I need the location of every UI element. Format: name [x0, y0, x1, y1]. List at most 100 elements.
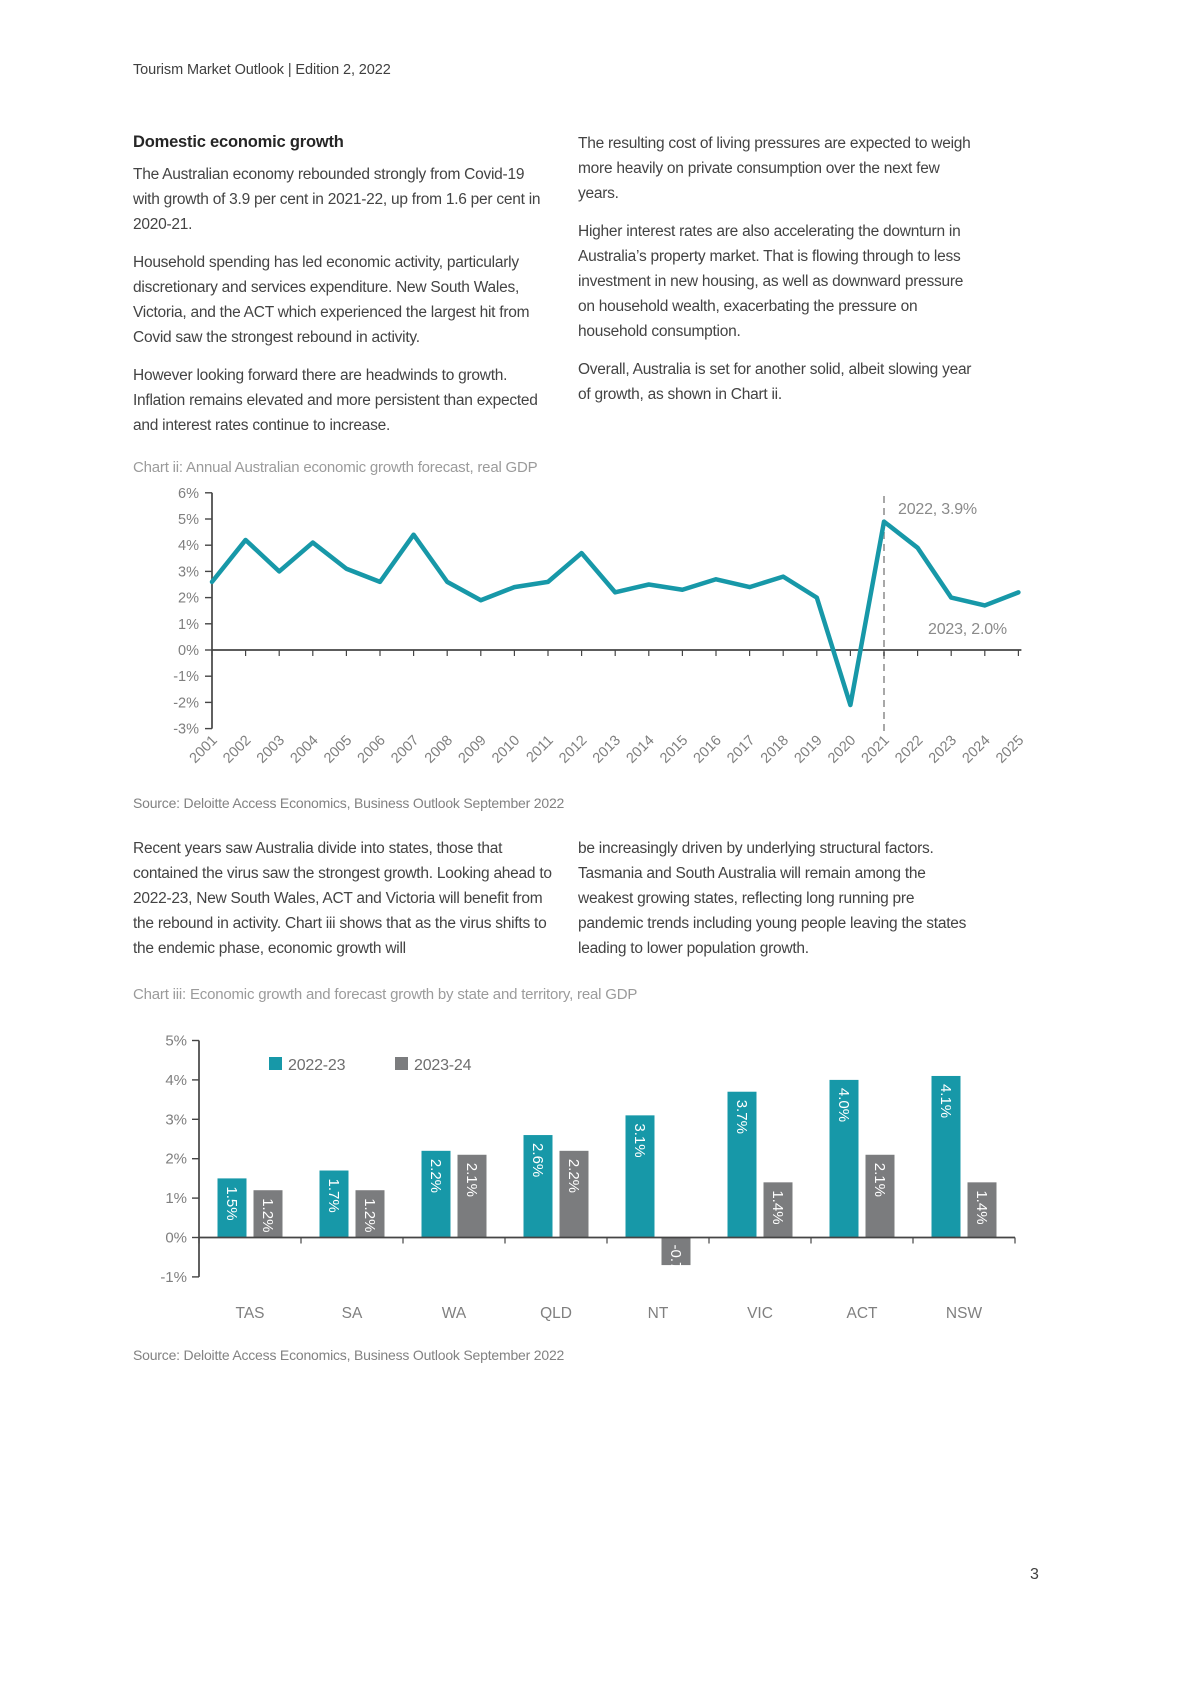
intro-left-column: Domestic economic growth The Australian … [133, 131, 554, 451]
x-tick-label: 2008 [422, 733, 456, 767]
x-tick-label: 2018 [758, 733, 792, 767]
bar-2022-23-QLD [523, 1135, 553, 1238]
y-tick-label: 4% [178, 538, 199, 554]
y-tick-label: -1% [173, 669, 199, 685]
states-section: Recent years saw Australia divide into s… [133, 836, 1010, 974]
bar-2022-23-SA [319, 1170, 349, 1238]
chart-iii-title: Chart iii: Economic growth and forecast … [133, 986, 638, 1003]
bar-2023-24-TAS [253, 1190, 283, 1238]
category-label: SA [342, 1305, 363, 1322]
bar-2022-23-TAS [217, 1178, 247, 1238]
category-label: TAS [236, 1305, 265, 1322]
y-tick-label: 1% [178, 617, 199, 633]
y-tick-label: -1% [160, 1269, 187, 1286]
gdp-growth-line [209, 519, 1021, 708]
legend-swatch-2022-23 [269, 1057, 282, 1070]
page-number: 3 [1030, 1566, 1039, 1583]
x-tick-label: 2016 [691, 733, 725, 767]
x-tick-label: 2015 [657, 733, 691, 767]
bar-value-label: 4.1% [937, 1084, 954, 1118]
chart-ii-annotation: 2023, 2.0% [928, 621, 1007, 638]
chart-iii-source: Source: Deloitte Access Economics, Busin… [133, 1347, 565, 1363]
y-tick-label: 2% [165, 1151, 187, 1168]
bar-value-label: 2.6% [529, 1143, 546, 1177]
x-tick-label: 2011 [523, 733, 556, 766]
chart-ii-line-chart: 6%5%4%3%2%1%0%-1%-2%-3%2001 2002 2003 2004 2… [173, 486, 1027, 767]
x-tick-label: 2020 [825, 733, 859, 767]
x-tick-label: 2022 [892, 733, 926, 767]
bar-value-label: 1.2% [259, 1198, 276, 1232]
y-tick-label: -2% [173, 695, 199, 711]
chart-ii-y-axis: 6% 5% 4% 3% 2% 1% 0% -1% -2% -3% [173, 486, 213, 738]
bar-value-label: 1.4% [973, 1190, 990, 1224]
paragraph: Recent years saw Australia divide into s… [133, 840, 552, 957]
chart-iii-y-axis: 5% 4% 3% 2% 1% 0% -1% [160, 1033, 200, 1286]
bar-value-label: -0.7% [667, 1245, 684, 1284]
bar-value-label: 4.0% [835, 1088, 852, 1122]
chart-iii-bars: 1.5% 1.2% 1.7% 1.2% 2.2% 2.1% 2.6% 2.2% 3.1% -0.7… [217, 1075, 997, 1284]
x-tick-label: 2025 [993, 733, 1027, 767]
category-label: WA [442, 1305, 467, 1322]
category-label: VIC [747, 1305, 773, 1322]
y-tick-label: 0% [178, 643, 199, 659]
bar-2023-24-ACT [865, 1154, 895, 1238]
paragraph: The resulting cost of living pressures a… [578, 135, 971, 202]
y-tick-label: 6% [178, 486, 199, 502]
x-tick-label: 2017 [724, 733, 758, 767]
bar-2022-23-WA [421, 1150, 451, 1238]
bar-value-label: 3.1% [631, 1123, 648, 1157]
x-tick-label: 2012 [556, 733, 590, 767]
category-label: NSW [946, 1305, 983, 1322]
bar-value-label: 2.2% [565, 1159, 582, 1193]
chart-ii-source: Source: Deloitte Access Economics, Busin… [133, 795, 565, 811]
page-header: Tourism Market Outlook | Edition 2, 2022 [133, 62, 391, 78]
x-tick-label: 2010 [489, 733, 523, 767]
bar-2023-24-NSW [967, 1182, 997, 1238]
x-tick-label: 2004 [287, 733, 321, 767]
y-tick-label: 5% [178, 512, 199, 528]
bar-2023-24-NT [661, 1237, 691, 1266]
bar-value-label: 2.1% [463, 1163, 480, 1197]
bar-value-label: 2.2% [427, 1159, 444, 1193]
bar-value-label: 1.4% [769, 1190, 786, 1224]
category-label: ACT [847, 1305, 879, 1322]
x-tick-label: 2003 [254, 733, 288, 767]
intro-section: Domestic economic growth The Australian … [133, 131, 1010, 451]
bar-value-label: 1.7% [325, 1179, 342, 1213]
chart-ii-title: Chart ii: Annual Australian economic gro… [133, 459, 538, 476]
y-tick-label: 0% [165, 1230, 187, 1247]
category-label: NT [648, 1305, 669, 1322]
x-tick-label: 2014 [623, 733, 657, 767]
states-right-column: be increasingly driven by underlying str… [578, 836, 973, 974]
paragraph: Household spending has led economic acti… [133, 254, 530, 346]
bar-2023-24-QLD [559, 1150, 589, 1238]
y-tick-label: 3% [178, 564, 199, 580]
y-tick-label: 5% [165, 1033, 187, 1050]
states-left-column: Recent years saw Australia divide into s… [133, 836, 554, 974]
y-tick-label: -3% [173, 722, 199, 738]
x-tick-label: 2021 [859, 733, 893, 767]
bar-value-label: 2.1% [871, 1163, 888, 1197]
legend-label: 2022-23 [288, 1057, 346, 1074]
x-tick-label: 2019 [791, 733, 825, 767]
x-tick-label: 2002 [220, 733, 254, 767]
bar-value-label: 3.7% [733, 1100, 750, 1134]
y-tick-label: 4% [165, 1072, 187, 1089]
bar-value-label: 1.2% [361, 1198, 378, 1232]
paragraph: However looking forward there are headwi… [133, 367, 538, 434]
x-tick-label: 2013 [590, 733, 624, 767]
chart-iii-x-axis: TAS SA WA QLD NT VIC ACT NSW [198, 1236, 1016, 1322]
legend-swatch-2023-24 [395, 1057, 408, 1070]
bar-2023-24-VIC [763, 1182, 793, 1238]
x-tick-label: 2005 [321, 733, 355, 767]
y-tick-label: 3% [165, 1111, 187, 1128]
x-tick-label: 2001 [187, 733, 221, 767]
bar-2022-23-ACT [829, 1079, 859, 1238]
bar-2023-24-WA [457, 1154, 487, 1238]
paragraph: be increasingly driven by underlying str… [578, 840, 967, 957]
bar-2022-23-VIC [727, 1091, 757, 1238]
bar-value-label: 1.5% [223, 1186, 240, 1220]
x-tick-label: 2024 [959, 733, 993, 767]
section-heading: Domestic economic growth [133, 133, 344, 151]
